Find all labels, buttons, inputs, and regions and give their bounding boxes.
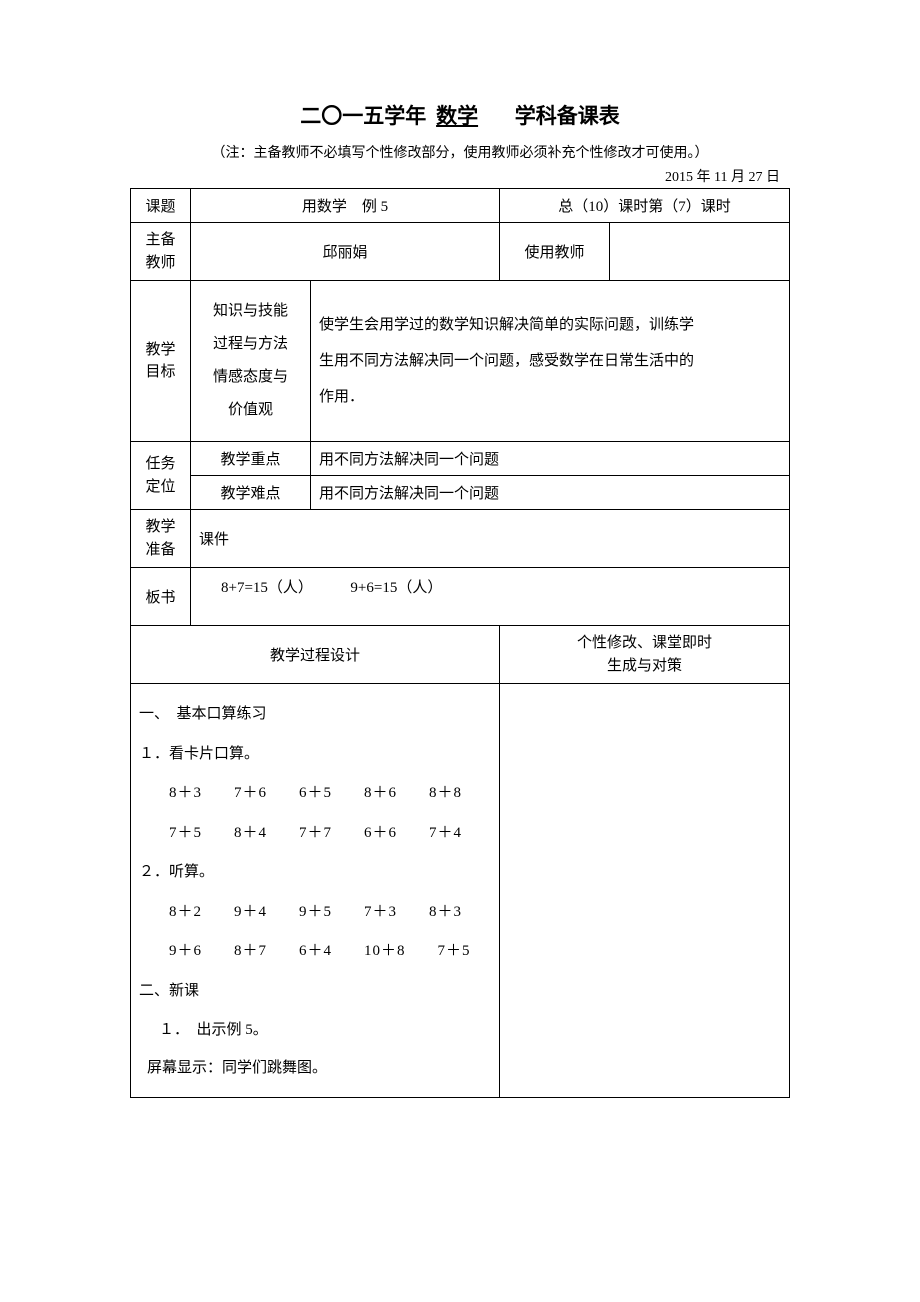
goals-sub: 知识与技能 过程与方法 情感态度与 价值观 [191, 281, 311, 442]
prep-label: 教学 准备 [131, 510, 191, 568]
focus-label: 教学重点 [191, 442, 311, 476]
row-prep: 教学 准备 课件 [131, 510, 790, 568]
lesson-table: 课题 用数学 例 5 总（10）课时第（7）课时 主备 教师 邱丽娟 使用教师 … [130, 188, 790, 1098]
row-process-header: 教学过程设计 个性修改、课堂即时 生成与对策 [131, 626, 790, 684]
title-prefix: 二〇一五学年 [300, 105, 426, 128]
goals-content: 使学生会用学过的数学知识解决简单的实际问题，训练学 生用不同方法解决同一个问题，… [311, 281, 790, 442]
process-header: 教学过程设计 [131, 626, 500, 684]
use-teacher-value [610, 223, 790, 281]
board-value: 8+7=15（人） 9+6=15（人） [191, 568, 790, 626]
row-difficulty: 教学难点 用不同方法解决同一个问题 [131, 476, 790, 510]
prep-value: 课件 [191, 510, 790, 568]
row-focus: 任务 定位 教学重点 用不同方法解决同一个问题 [131, 442, 790, 476]
task-label: 任务 定位 [131, 442, 191, 510]
title-subject: 数学 [432, 105, 482, 128]
main-teacher-label: 主备 教师 [131, 223, 191, 281]
row-teacher: 主备 教师 邱丽娟 使用教师 [131, 223, 790, 281]
header-note: （注：主备教师不必填写个性修改部分，使用教师必须补充个性修改才可使用。） [130, 142, 790, 162]
main-teacher-value: 邱丽娟 [191, 223, 500, 281]
difficulty-value: 用不同方法解决同一个问题 [311, 476, 790, 510]
notes-header: 个性修改、课堂即时 生成与对策 [500, 626, 790, 684]
topic-label: 课题 [131, 189, 191, 223]
notes-content [500, 684, 790, 1098]
difficulty-label: 教学难点 [191, 476, 311, 510]
process-content: 一、 基本口算练习 １．看卡片口算。 8＋3 7＋6 6＋5 8＋6 8＋8 7… [131, 684, 500, 1098]
period-value: 总（10）课时第（7）课时 [500, 189, 790, 223]
topic-value: 用数学 例 5 [191, 189, 500, 223]
row-board: 板书 8+7=15（人） 9+6=15（人） [131, 568, 790, 626]
title-suffix: 学科备课表 [515, 105, 620, 128]
focus-value: 用不同方法解决同一个问题 [311, 442, 790, 476]
page-title: 二〇一五学年 数学 学科备课表 [130, 100, 790, 130]
header-date: 2015 年 11 月 27 日 [130, 166, 790, 186]
use-teacher-label: 使用教师 [500, 223, 610, 281]
row-topic: 课题 用数学 例 5 总（10）课时第（7）课时 [131, 189, 790, 223]
row-process-body: 一、 基本口算练习 １．看卡片口算。 8＋3 7＋6 6＋5 8＋6 8＋8 7… [131, 684, 790, 1098]
goals-label: 教学 目标 [131, 281, 191, 442]
row-goals: 教学 目标 知识与技能 过程与方法 情感态度与 价值观 使学生会用学过的数学知识… [131, 281, 790, 442]
board-label: 板书 [131, 568, 191, 626]
